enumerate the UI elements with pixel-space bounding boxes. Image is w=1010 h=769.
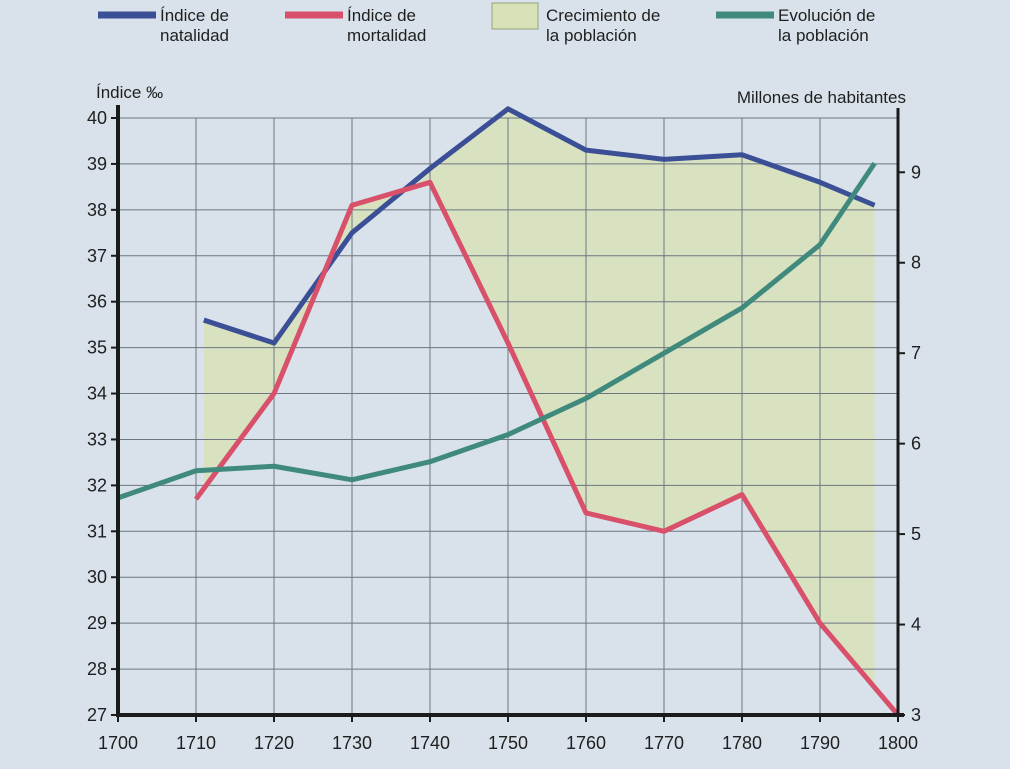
y-left-tick-label: 34 <box>87 384 107 404</box>
legend-label: Crecimiento de <box>546 6 660 25</box>
series-line-2 <box>117 161 877 501</box>
area-layer <box>203 108 875 688</box>
y-left-tick-label: 36 <box>87 292 107 312</box>
y-right-tick-label: 8 <box>911 253 921 273</box>
y-left-tick-label: 32 <box>87 475 107 495</box>
legend-swatch-area <box>491 2 539 30</box>
x-tick-label: 1770 <box>644 733 684 753</box>
legend-label: Evolución de <box>778 6 875 25</box>
y-left-tick-label: 38 <box>87 200 107 220</box>
y-left-tick-label: 27 <box>87 705 107 725</box>
y-right-tick-label: 4 <box>911 615 921 635</box>
x-tick-label: 1710 <box>176 733 216 753</box>
grid-layer <box>117 117 899 716</box>
y-left-tick-label: 37 <box>87 246 107 266</box>
y-left-tick-label: 33 <box>87 429 107 449</box>
series-layer <box>117 106 900 717</box>
x-tick-label: 1730 <box>332 733 372 753</box>
x-tick-label: 1700 <box>98 733 138 753</box>
y-left-tick-label: 35 <box>87 338 107 358</box>
y-left-tick-label: 29 <box>87 613 107 633</box>
y-right-tick-label: 5 <box>911 524 921 544</box>
legend-label: Índice de <box>160 6 229 25</box>
x-tick-label: 1760 <box>566 733 606 753</box>
y-left-tick-label: 31 <box>87 521 107 541</box>
x-tick-label: 1750 <box>488 733 528 753</box>
population-growth-area <box>203 108 875 688</box>
y-left-tick-label: 39 <box>87 154 107 174</box>
y-left-tick-label: 40 <box>87 108 107 128</box>
y-right-tick-label: 7 <box>911 343 921 363</box>
y-right-tick-label: 3 <box>911 705 921 725</box>
y-right-tick-label: 9 <box>911 162 921 182</box>
legend-label: Índice de <box>347 6 416 25</box>
y-left-axis-title: Índice ‰ <box>96 83 163 102</box>
x-tick-label: 1790 <box>800 733 840 753</box>
y-right-tick-label: 6 <box>911 434 921 454</box>
legend-label: mortalidad <box>347 26 426 45</box>
legend-label: la población <box>546 26 637 45</box>
legend-label: la población <box>778 26 869 45</box>
x-tick-label: 1780 <box>722 733 762 753</box>
x-tick-label: 1800 <box>878 733 918 753</box>
y-left-tick-label: 28 <box>87 659 107 679</box>
y-left-tick-label: 30 <box>87 567 107 587</box>
series-line-0 <box>203 106 876 346</box>
y-right-axis-title: Millones de habitantes <box>737 88 906 107</box>
series-line-1 <box>193 179 900 717</box>
x-tick-label: 1740 <box>410 733 450 753</box>
legend-label: natalidad <box>160 26 229 45</box>
x-tick-label: 1720 <box>254 733 294 753</box>
